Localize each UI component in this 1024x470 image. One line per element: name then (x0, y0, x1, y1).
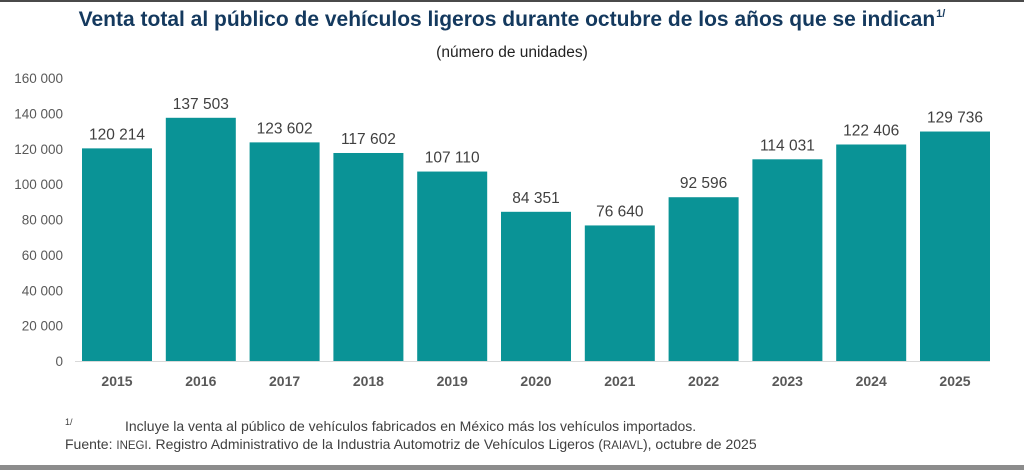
source-abbr: RAIAVL (602, 440, 643, 452)
x-axis: 2015 2016 2017 2018 2019 2020 2021 2022 2023 2024… (101, 373, 970, 389)
source-note: Fuente: INEGI. Registro Administrativo d… (65, 436, 757, 452)
data-label-2018: 117 602 (341, 131, 396, 148)
bar-2023 (752, 159, 823, 361)
x-tick-label: 2015 (101, 373, 132, 389)
data-labels-group: 120 214 137 503 123 602 117 602 107 110 84 35… (89, 96, 983, 221)
bar-2017 (249, 142, 320, 361)
bar-2018 (333, 152, 404, 361)
footnote-mark: 1/ (65, 417, 73, 427)
top-border (0, 0, 1024, 2)
source-prefix: Fuente: (65, 436, 113, 452)
y-tick-label: 60 000 (22, 248, 63, 263)
bar-2019 (417, 171, 488, 361)
y-tick-label: 100 000 (14, 177, 63, 192)
data-label-2019: 107 110 (425, 150, 480, 167)
footnote-text: Incluye la venta al público de vehículos… (125, 418, 697, 434)
x-tick-label: 2018 (353, 373, 384, 389)
bars-group (82, 117, 990, 361)
y-tick-label: 140 000 (14, 106, 63, 121)
data-label-2024: 122 406 (843, 122, 899, 139)
data-label-2016: 137 503 (173, 96, 229, 113)
bar-2022 (668, 197, 739, 361)
bottom-border (0, 465, 1024, 470)
chart-title-text: Venta total al público de vehículos lige… (78, 8, 936, 31)
bar-2025 (920, 131, 990, 361)
source-org: INEGI (116, 440, 148, 452)
bar-chart: 0 20 000 40 000 60 000 80 000 100 000 120 000 1… (14, 71, 990, 389)
data-label-2015: 120 214 (89, 126, 145, 143)
y-axis: 0 20 000 40 000 60 000 80 000 100 000 120 000 1… (14, 71, 63, 369)
x-tick-label: 2025 (939, 373, 970, 389)
y-tick-label: 120 000 (14, 142, 63, 157)
x-tick-label: 2016 (185, 373, 216, 389)
x-tick-label: 2020 (520, 373, 551, 389)
y-tick-label: 40 000 (22, 283, 63, 298)
data-label-2017: 123 602 (257, 120, 313, 137)
y-tick-label: 20 000 (22, 319, 63, 334)
bar-2021 (584, 225, 655, 361)
y-tick-label: 0 (55, 354, 63, 369)
chart-subtitle: (número de unidades) (436, 44, 588, 61)
chart-title: Venta total al público de vehículos lige… (0, 8, 1024, 32)
x-tick-label: 2024 (856, 373, 887, 389)
footnote: 1/Incluye la venta al público de vehícul… (65, 417, 696, 434)
title-footnote-ref: 1/ (936, 8, 946, 20)
y-tick-label: 80 000 (22, 213, 63, 228)
x-tick-label: 2023 (772, 373, 803, 389)
bar-2015 (82, 148, 152, 361)
data-label-2022: 92 596 (680, 175, 727, 192)
bar-2024 (836, 144, 907, 361)
data-label-2020: 84 351 (512, 190, 559, 207)
x-tick-label: 2022 (688, 373, 719, 389)
x-tick-label: 2019 (437, 373, 468, 389)
source-text-2: ), octubre de 2025 (642, 436, 757, 452)
data-label-2025: 129 736 (927, 110, 983, 127)
bar-2020 (501, 211, 571, 361)
x-tick-label: 2021 (604, 373, 635, 389)
bar-2016 (165, 117, 236, 361)
data-label-2023: 114 031 (760, 137, 815, 154)
data-label-2021: 76 640 (596, 203, 644, 220)
y-tick-label: 160 000 (14, 71, 63, 86)
source-text-1: . Registro Administrativo de la Industri… (147, 436, 603, 452)
x-tick-label: 2017 (269, 373, 300, 389)
